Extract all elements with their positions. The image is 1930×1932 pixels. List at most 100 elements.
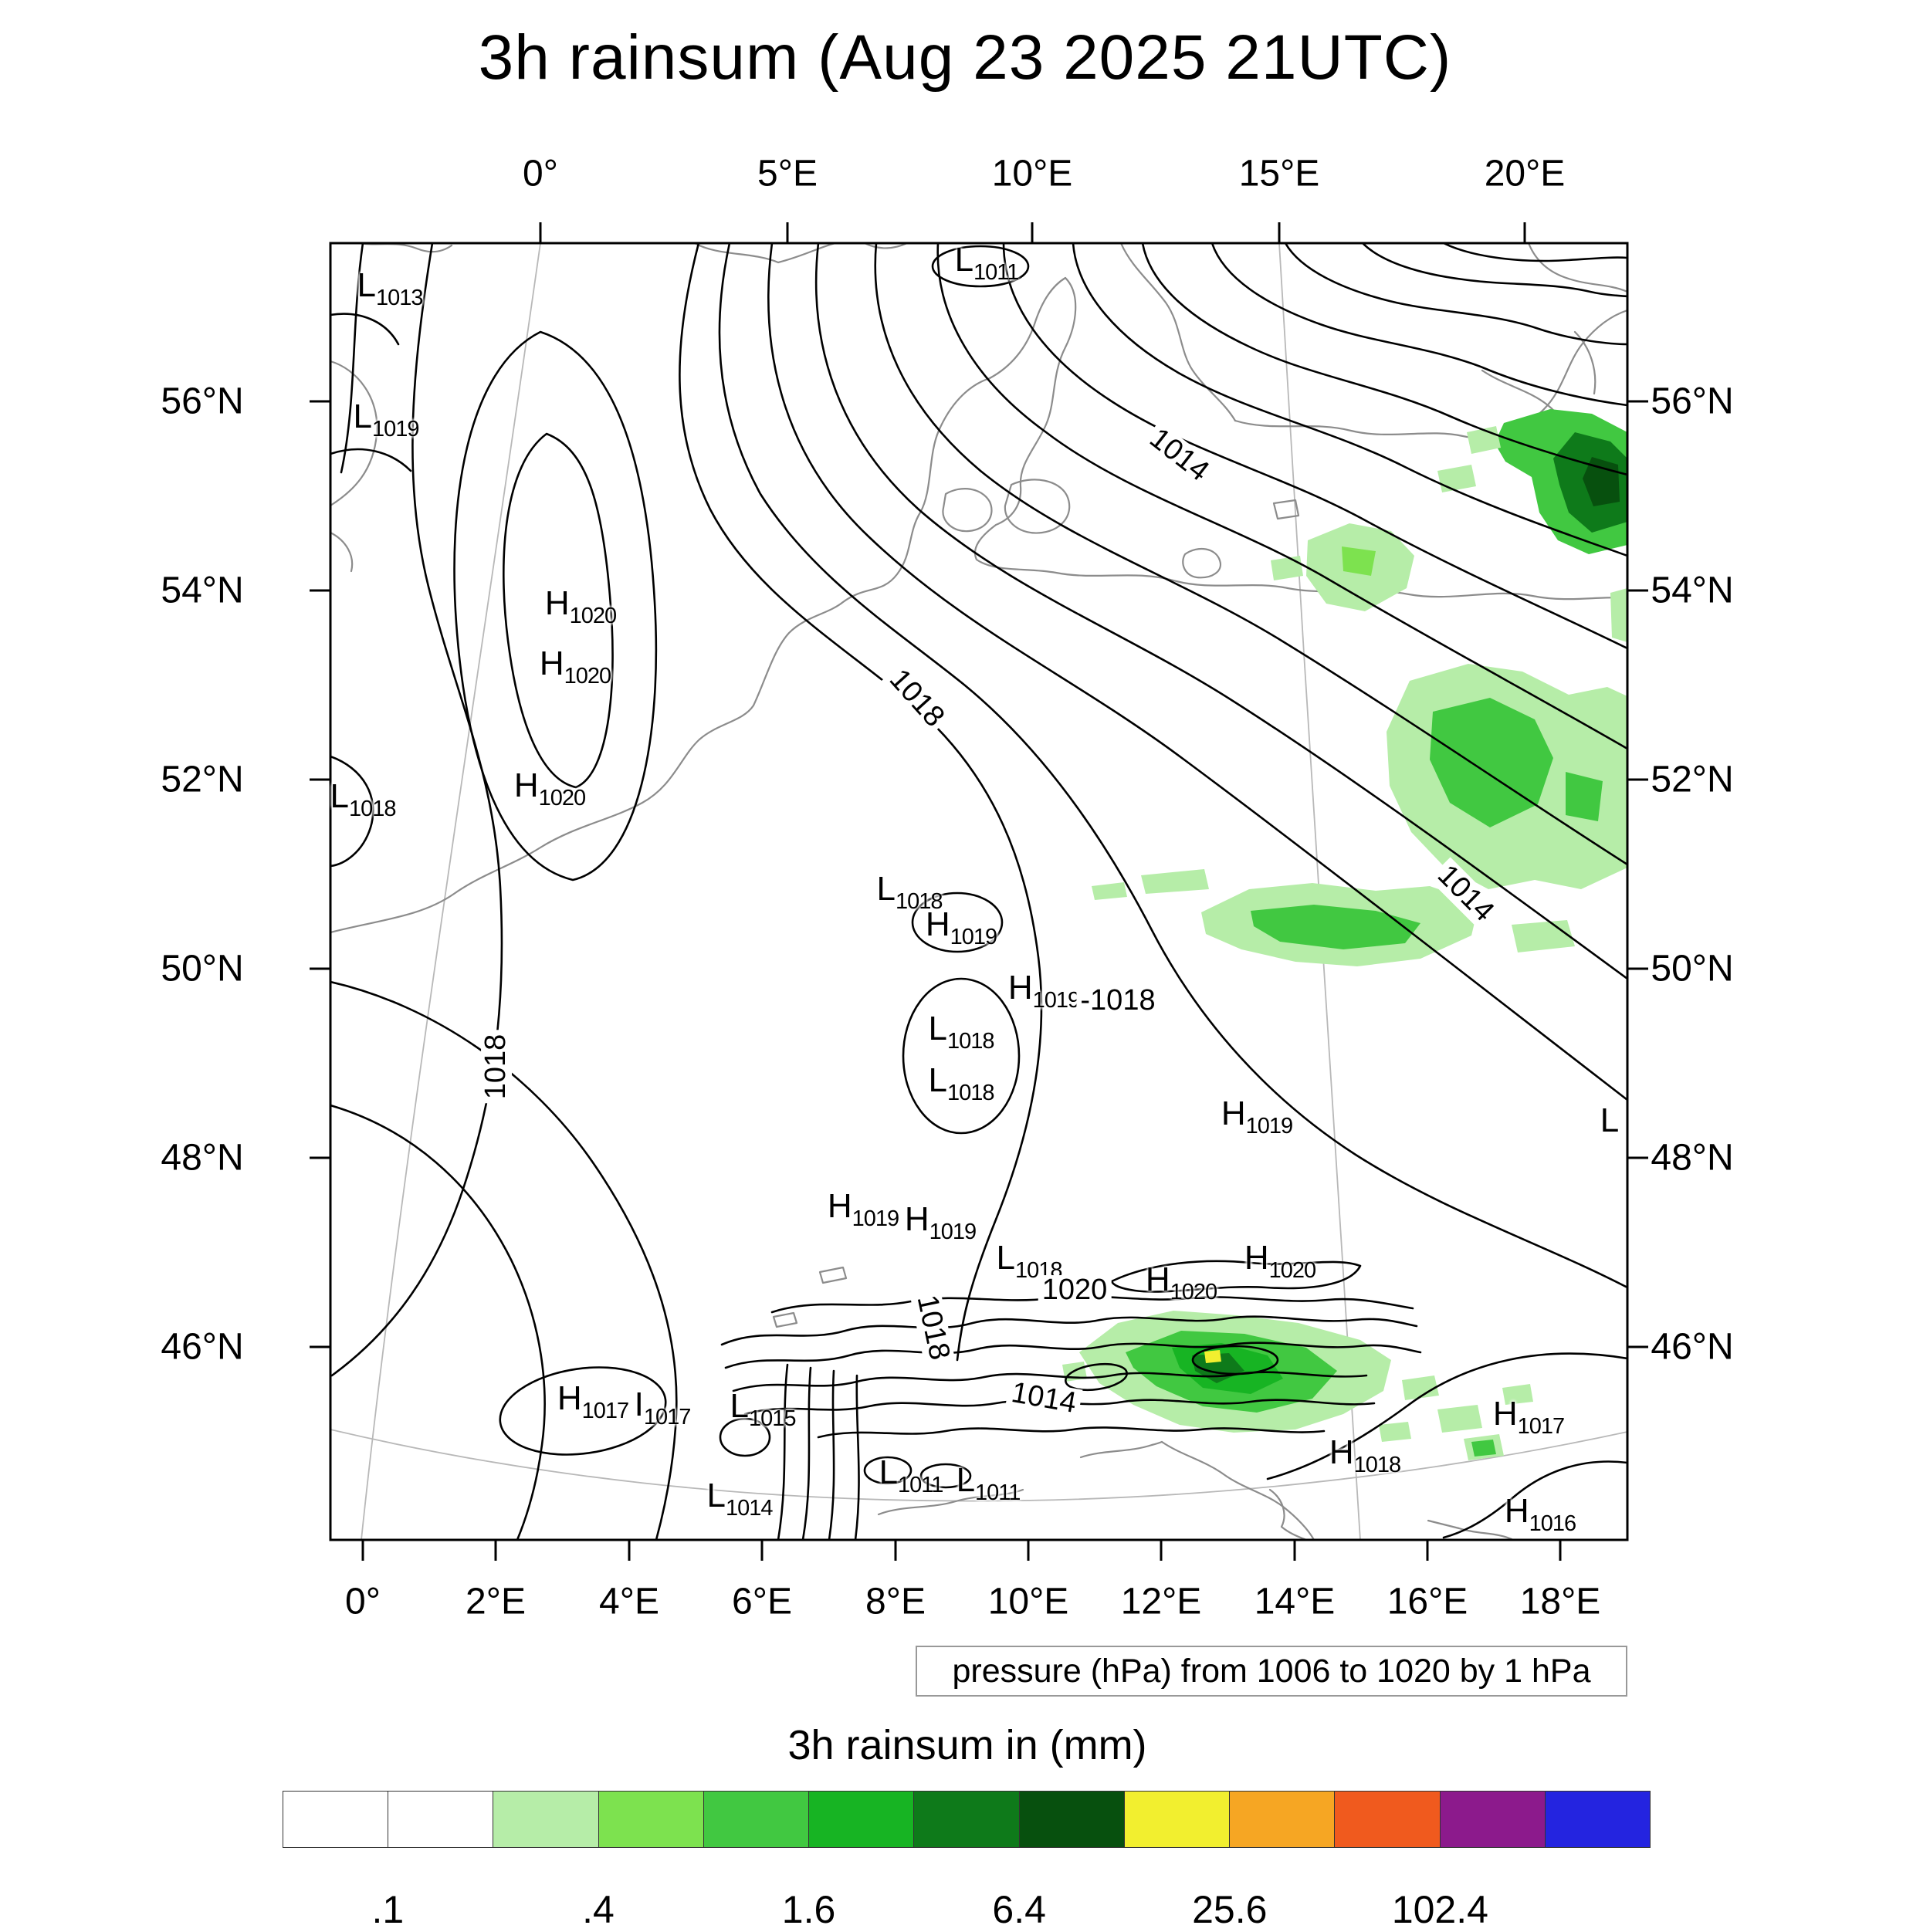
tick-label-right: 46°N xyxy=(1651,1326,1734,1368)
tick-label-bottom: 12°E xyxy=(1120,1581,1202,1622)
pressure-center-letter: L xyxy=(956,1461,976,1499)
pressure-center-label: I1017 xyxy=(634,1386,692,1429)
tick-label-bottom: 2°E xyxy=(466,1581,526,1622)
colorbar-cell xyxy=(1440,1792,1546,1847)
pressure-center-value: 1019 xyxy=(1032,988,1081,1013)
pressure-center-value: 1018 xyxy=(946,1029,995,1054)
contour-inline-label: -1018 xyxy=(1076,985,1160,1017)
pressure-center-letter: L xyxy=(928,1061,947,1099)
tick-label-right: 52°N xyxy=(1651,759,1734,800)
pressure-center-letter: I xyxy=(634,1386,644,1423)
pressure-center-value: 1011 xyxy=(975,1480,1021,1505)
colorbar-tick-label: 6.4 xyxy=(992,1888,1046,1931)
tick-label-top: 0° xyxy=(523,153,558,195)
contour-inline-label: 1020 xyxy=(1038,1274,1112,1306)
pressure-center-label: L1018 xyxy=(330,777,397,821)
pressure-center-value: 1019 xyxy=(929,1220,977,1244)
tick-label-left: 54°N xyxy=(161,570,244,611)
pressure-center-letter: H xyxy=(904,1200,929,1238)
colorbar-cell xyxy=(809,1792,915,1847)
pressure-center-value: 1017 xyxy=(581,1399,630,1423)
tick-label-bottom: 0° xyxy=(345,1581,381,1622)
colorbar-tick-label: 25.6 xyxy=(1192,1888,1268,1931)
pressure-center-value: 1020 xyxy=(569,604,618,628)
pressure-center-letter: L xyxy=(1600,1101,1620,1139)
legend-title: 3h rainsum in (mm) xyxy=(787,1722,1147,1768)
pressure-center-letter: H xyxy=(1145,1260,1170,1298)
pressure-center-label: L1015 xyxy=(730,1389,797,1430)
pressure-center-letter: H xyxy=(544,584,570,622)
pressure-center-letter: L xyxy=(330,777,349,815)
contour-inline-label: 1018 xyxy=(479,1030,512,1104)
pressure-center-value: 1017 xyxy=(1517,1414,1566,1439)
tick-label-bottom: 10°E xyxy=(987,1581,1069,1622)
pressure-center-value: 1018 xyxy=(946,1081,995,1105)
pressure-center-value: 1016 xyxy=(1529,1511,1577,1536)
tick-label-top: 10°E xyxy=(991,153,1073,195)
tick-label-bottom: 16°E xyxy=(1387,1581,1468,1622)
pressure-center-value: 1020 xyxy=(538,786,587,810)
pressure-center-letter: H xyxy=(925,905,950,943)
pressure-center-value: 1019 xyxy=(950,925,998,949)
pressure-center-letter: H xyxy=(513,766,539,804)
pressure-center-label: H1016 xyxy=(1505,1494,1576,1535)
pressure-center-label: H1017 xyxy=(1492,1395,1565,1438)
pressure-center-value: 1019 xyxy=(852,1206,900,1231)
colorbar-tick-label: .4 xyxy=(582,1888,615,1931)
tick-label-right: 54°N xyxy=(1651,570,1734,611)
pressure-center-label: H1019 xyxy=(828,1189,899,1230)
colorbar-tick-label: 1.6 xyxy=(781,1888,836,1931)
tick-label-bottom: 6°E xyxy=(732,1581,792,1622)
pressure-center-label: H1018 xyxy=(1329,1436,1401,1477)
tick-label-left: 56°N xyxy=(161,381,244,422)
pressure-center-label: L1019 xyxy=(354,400,420,441)
colorbar-cell xyxy=(1230,1792,1336,1847)
map-frame xyxy=(329,242,1629,1541)
pressure-center-value: 1015 xyxy=(748,1406,797,1431)
pressure-center-label: H1019 xyxy=(1221,1095,1293,1138)
pressure-center-value: 1020 xyxy=(1170,1280,1218,1304)
colorbar-cell xyxy=(283,1792,389,1847)
pressure-center-label: L1018 xyxy=(876,870,943,913)
pressure-center-label: H1020 xyxy=(1145,1260,1217,1304)
pressure-center-value: 1014 xyxy=(725,1496,774,1521)
colorbar-cell xyxy=(388,1792,494,1847)
tick-label-bottom: 14°E xyxy=(1254,1581,1336,1622)
colorbar-cell xyxy=(1545,1792,1651,1847)
colorbar-cell xyxy=(493,1792,599,1847)
tick-label-left: 50°N xyxy=(161,948,244,990)
pressure-center-label: H1019 xyxy=(1008,971,1080,1012)
pressure-center-value: 1020 xyxy=(1268,1258,1317,1283)
pressure-center-letter: H xyxy=(557,1379,582,1417)
pressure-center-value: 1011 xyxy=(898,1473,943,1497)
pressure-center-letter: H xyxy=(1492,1395,1518,1433)
pressure-center-value: 1011 xyxy=(973,260,1019,285)
pressure-center-value: 1020 xyxy=(564,664,612,689)
tick-label-top: 5°E xyxy=(757,153,818,195)
pressure-center-label: H1017 xyxy=(557,1379,629,1423)
pressure-center-value: 1018 xyxy=(1353,1453,1402,1477)
pressure-center-letter: L xyxy=(876,870,896,908)
axis-ticks xyxy=(310,222,1648,1561)
pressure-center-label: H1019 xyxy=(904,1200,977,1243)
pressure-caption-box: pressure (hPa) from 1006 to 1020 by 1 hP… xyxy=(916,1646,1627,1697)
pressure-center-value: 1017 xyxy=(643,1405,692,1430)
colorbar-cell xyxy=(914,1792,1020,1847)
tick-label-top: 15°E xyxy=(1238,153,1320,195)
tick-label-bottom: 18°E xyxy=(1519,1581,1601,1622)
pressure-center-label: H1020 xyxy=(544,584,617,628)
colorbar-cell xyxy=(703,1792,810,1847)
tick-label-bottom: 8°E xyxy=(865,1581,926,1622)
tick-label-left: 52°N xyxy=(161,759,244,800)
pressure-center-letter: H xyxy=(1221,1095,1246,1132)
pressure-center-label: L1014 xyxy=(707,1479,774,1520)
colorbar-cell xyxy=(1335,1792,1441,1847)
pressure-center-label: L xyxy=(1600,1104,1619,1138)
pressure-center-label: L1018 xyxy=(997,1241,1063,1282)
pressure-center-letter: L xyxy=(879,1453,899,1491)
pressure-center-label: L1018 xyxy=(929,1012,995,1053)
tick-label-top: 20°E xyxy=(1484,153,1566,195)
pressure-center-value: 1013 xyxy=(375,286,424,310)
tick-label-right: 50°N xyxy=(1651,948,1734,990)
